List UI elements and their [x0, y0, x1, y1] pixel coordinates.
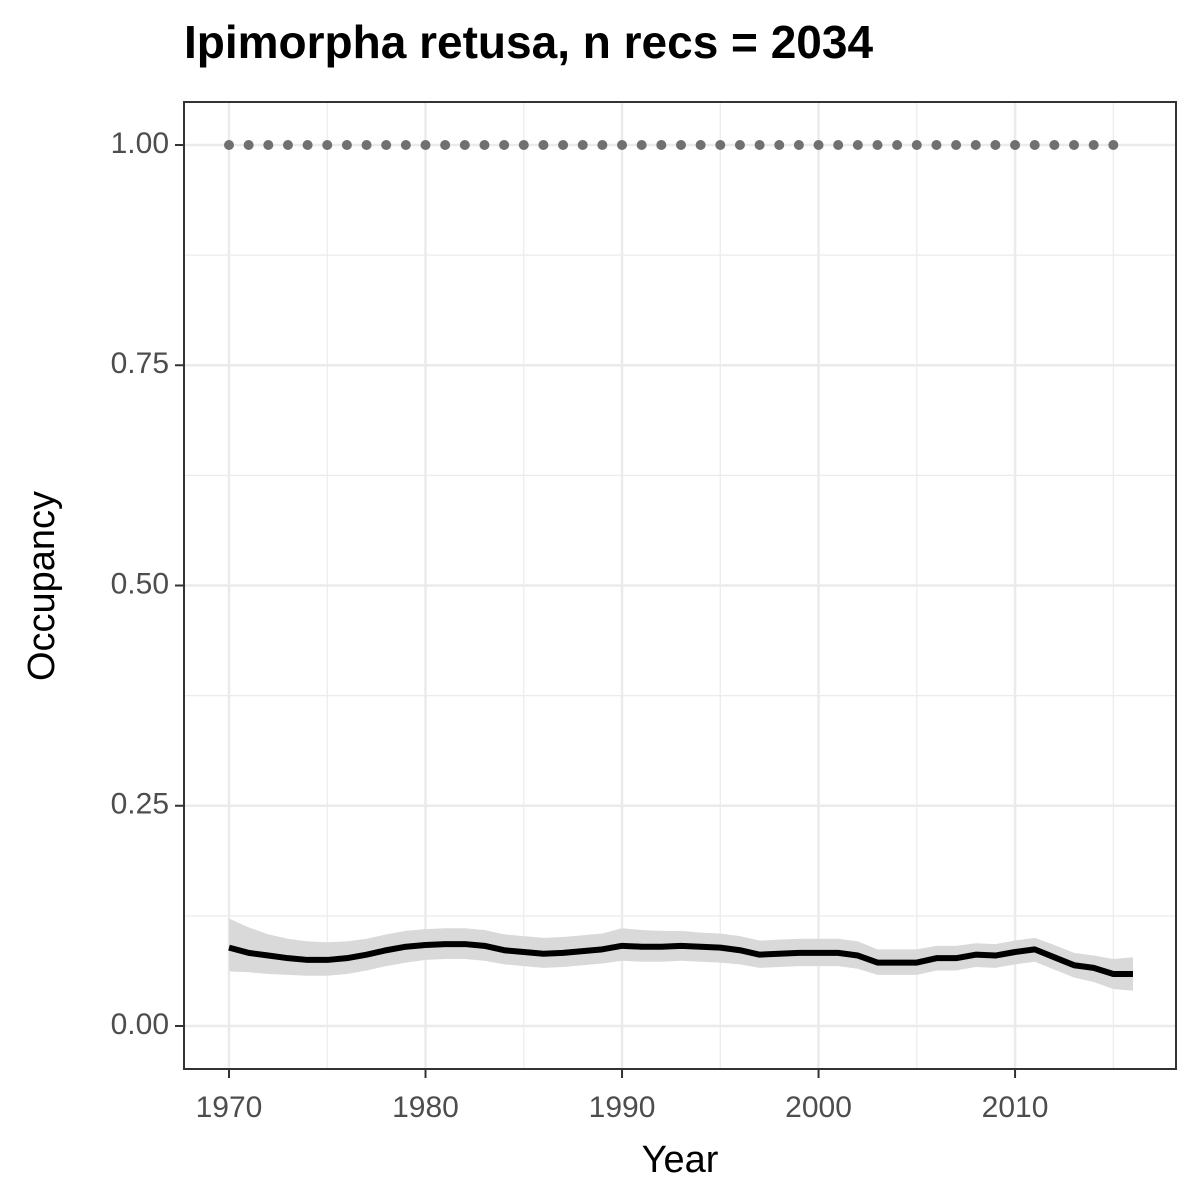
point [715, 139, 726, 150]
point [1029, 139, 1040, 150]
point [479, 139, 490, 150]
point [322, 139, 333, 150]
point [1088, 139, 1099, 150]
point [675, 139, 686, 150]
point [459, 139, 470, 150]
point [302, 139, 313, 150]
point [1108, 139, 1119, 150]
x-tick-label: 1970 [196, 1091, 263, 1124]
point [381, 139, 392, 150]
point [558, 139, 569, 150]
point [970, 139, 981, 150]
point [1049, 139, 1060, 150]
point [695, 139, 706, 150]
confidence-band [229, 918, 1133, 991]
y-tick-label: 0.50 [111, 567, 169, 600]
point [538, 139, 549, 150]
y-tick-label: 0.25 [111, 788, 169, 821]
chart-title: Ipimorpha retusa, n recs = 2034 [184, 16, 873, 68]
point [440, 139, 451, 150]
point [1069, 139, 1080, 150]
point [813, 139, 824, 150]
point [420, 139, 431, 150]
point [518, 139, 529, 150]
point [793, 139, 804, 150]
point [1010, 139, 1021, 150]
x-tick-label: 1990 [589, 1091, 656, 1124]
point [282, 139, 293, 150]
point [656, 139, 667, 150]
point [341, 139, 352, 150]
point [499, 139, 510, 150]
point [263, 139, 274, 150]
point [636, 139, 647, 150]
x-tick-label: 2000 [785, 1091, 852, 1124]
point [224, 139, 235, 150]
point [872, 139, 883, 150]
point [911, 139, 922, 150]
point [990, 139, 1001, 150]
point [754, 139, 765, 150]
point [931, 139, 942, 150]
point [892, 139, 903, 150]
y-axis-label: Occupancy [21, 491, 63, 681]
point [852, 139, 863, 150]
point [774, 139, 785, 150]
point [734, 139, 745, 150]
point [597, 139, 608, 150]
point [833, 139, 844, 150]
x-tick-label: 2010 [982, 1091, 1049, 1124]
point [361, 139, 372, 150]
panel-border [183, 101, 1177, 1070]
trend-line [228, 941, 1133, 978]
point [617, 139, 628, 150]
x-axis-label: Year [642, 1139, 719, 1181]
x-tick-label: 1980 [392, 1091, 459, 1124]
y-tick-label: 0.75 [111, 347, 169, 380]
y-tick-label: 1.00 [111, 127, 169, 160]
point [400, 139, 411, 150]
y-tick-label: 0.00 [111, 1008, 169, 1041]
point [951, 139, 962, 150]
point [243, 139, 254, 150]
point [577, 139, 588, 150]
